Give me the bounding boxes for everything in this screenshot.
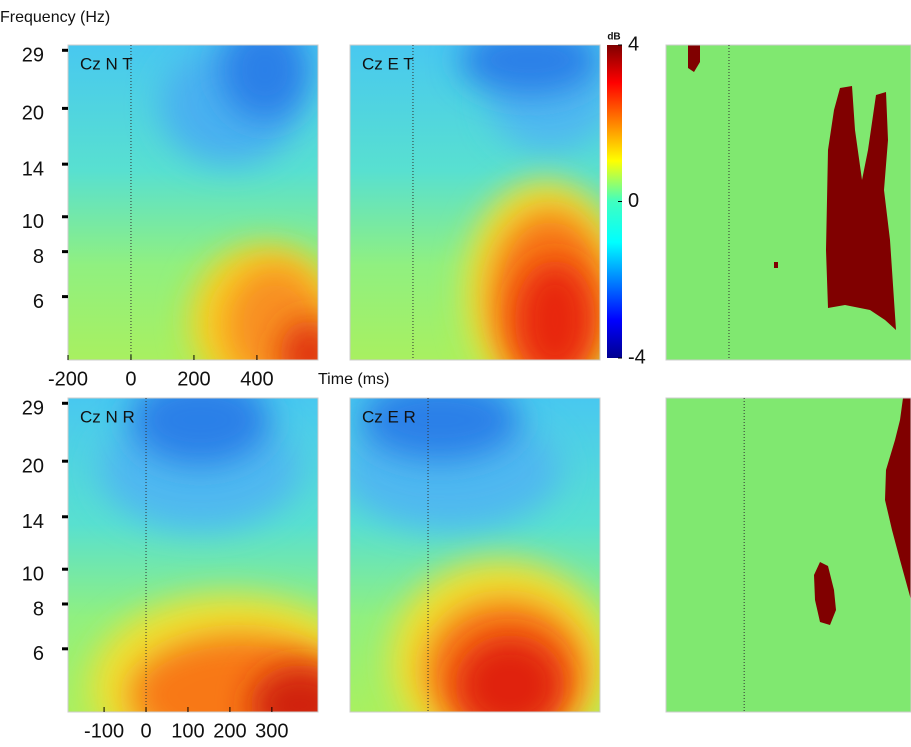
panel-frame bbox=[349, 397, 601, 713]
y-tick-label: 6 bbox=[33, 291, 44, 313]
colorbar-tick-label: 0 bbox=[628, 190, 639, 212]
y-tick-label: 14 bbox=[22, 511, 44, 533]
y-tick-label: 6 bbox=[33, 643, 44, 665]
y-tick-label: 14 bbox=[22, 158, 44, 180]
y-tick-label: 8 bbox=[33, 598, 44, 620]
colorbar-tick-label: 4 bbox=[628, 33, 639, 55]
x-tick-label: 100 bbox=[171, 720, 204, 742]
panel-title: Cz E T bbox=[362, 54, 414, 73]
x-axis-label: Time (ms) bbox=[318, 371, 389, 388]
x-tick-label: -200 bbox=[48, 368, 88, 390]
x-tick-label: 300 bbox=[255, 720, 288, 742]
panel-frame bbox=[665, 44, 911, 361]
heatmap-image bbox=[68, 45, 318, 360]
y-tick-label: 29 bbox=[22, 398, 44, 420]
y-tick-label: 29 bbox=[22, 45, 44, 67]
x-tick-label: 400 bbox=[240, 368, 273, 390]
heatmap-image bbox=[350, 45, 600, 360]
panel-title: Cz N R bbox=[80, 407, 135, 426]
panel-frame bbox=[67, 44, 319, 361]
heatmap-image bbox=[68, 398, 318, 712]
panel-title: Cz N T bbox=[80, 54, 133, 73]
x-tick-label: 0 bbox=[125, 368, 136, 390]
panel-frame bbox=[67, 397, 319, 713]
panel-title: Cz E R bbox=[362, 407, 416, 426]
y-tick-label: 20 bbox=[22, 455, 44, 477]
colorbar bbox=[607, 45, 622, 358]
panel-frame bbox=[349, 44, 601, 361]
y-axis-label: Frequency (Hz) bbox=[0, 9, 110, 26]
x-tick-label: 200 bbox=[213, 720, 246, 742]
y-tick-label: 10 bbox=[22, 211, 44, 233]
heatmap-image bbox=[350, 398, 600, 712]
colorbar-tick-label: -4 bbox=[628, 346, 646, 368]
mask-image bbox=[666, 45, 911, 712]
colorbar-label: dB bbox=[607, 32, 620, 43]
y-tick-label: 10 bbox=[22, 563, 44, 585]
x-tick-label: -100 bbox=[84, 720, 124, 742]
panel-frame bbox=[665, 397, 911, 713]
y-tick-label: 20 bbox=[22, 103, 44, 125]
y-tick-label: 8 bbox=[33, 246, 44, 268]
x-tick-label: 200 bbox=[177, 368, 210, 390]
x-tick-label: 0 bbox=[140, 720, 151, 742]
